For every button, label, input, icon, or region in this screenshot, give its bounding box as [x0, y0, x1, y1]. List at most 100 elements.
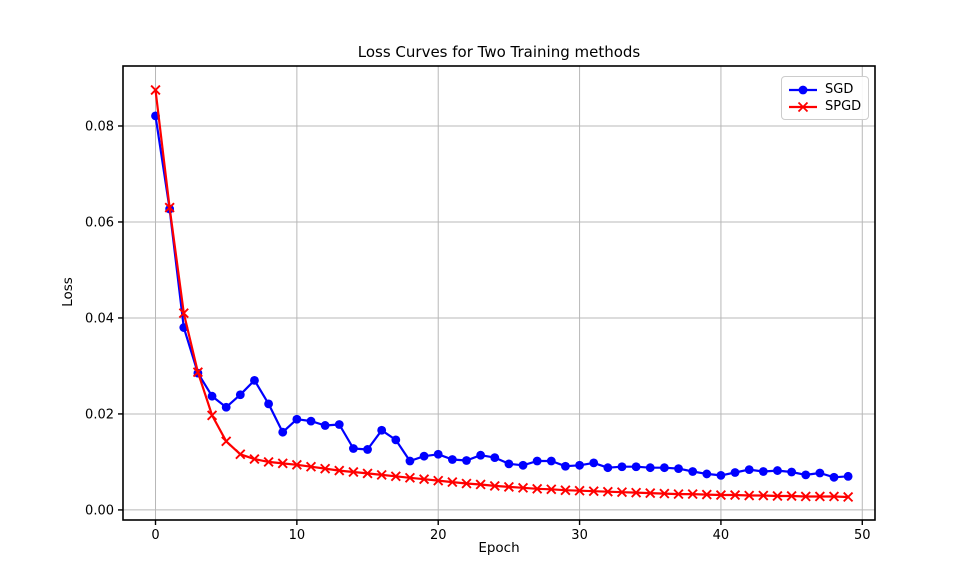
data-point-x	[687, 489, 698, 500]
data-point-x	[419, 474, 430, 485]
tick-marks	[118, 125, 863, 525]
legend-label-sgd: SGD	[825, 81, 854, 97]
data-point-circle	[758, 467, 768, 476]
data-point-circle	[787, 467, 797, 477]
data-point-x	[277, 458, 288, 469]
data-point-circle	[702, 469, 712, 479]
sgd-line-circle-marker-icon	[789, 85, 817, 94]
data-point-circle	[306, 416, 316, 426]
data-point-circle	[504, 459, 514, 469]
data-point-circle	[617, 462, 627, 472]
data-point-x	[532, 483, 543, 494]
data-point-x	[334, 465, 345, 476]
data-point-circle	[603, 463, 613, 473]
data-point-circle	[334, 420, 344, 429]
data-point-x	[631, 487, 642, 498]
tick-labels: 0 10 20 30 40 50 0.00 0.02 0.04 0.06 0.08	[85, 119, 871, 543]
x-tick-label: 20	[430, 528, 447, 543]
data-point-x	[800, 491, 811, 502]
data-point-circle	[561, 461, 570, 471]
legend-label-spgd: SPGD	[825, 98, 862, 114]
data-point-circle	[688, 467, 698, 476]
data-point-x	[758, 490, 769, 501]
y-tick-label: 0.00	[85, 503, 114, 518]
data-point-x	[221, 436, 232, 447]
data-point-circle	[575, 460, 584, 470]
data-point-circle	[447, 455, 457, 464]
data-point-circle	[546, 456, 556, 466]
data-point-x	[715, 489, 726, 501]
x-tick-label: 10	[289, 528, 306, 543]
data-point-circle	[349, 444, 358, 453]
data-point-circle	[476, 450, 486, 460]
data-point-circle	[490, 453, 500, 463]
data-point-x	[517, 482, 529, 493]
data-point-x	[249, 453, 260, 465]
data-point-x	[206, 410, 218, 421]
data-point-x	[786, 490, 797, 502]
data-point-circle	[801, 470, 811, 480]
data-point-circle	[377, 425, 387, 435]
data-point-circle	[433, 449, 443, 459]
data-point-circle	[730, 468, 740, 477]
data-point-x	[376, 469, 387, 480]
data-point-circle	[589, 458, 599, 468]
data-point-x	[843, 491, 854, 503]
grid	[123, 66, 875, 520]
x-tick-label: 40	[713, 528, 730, 543]
data-point-x	[348, 466, 359, 478]
data-point-circle	[815, 468, 825, 478]
data-point-x	[461, 478, 472, 489]
data-point-x	[433, 475, 444, 486]
data-point-x	[178, 308, 189, 319]
legend-entry-sgd: SGD	[788, 81, 862, 98]
spgd-series	[150, 84, 854, 503]
y-tick-label: 0.02	[85, 407, 114, 422]
data-point-circle	[829, 472, 839, 482]
data-point-x	[447, 477, 458, 488]
data-point-x	[475, 479, 486, 490]
data-point-x	[645, 488, 656, 499]
chart-title: Loss Curves for Two Training methods	[357, 43, 641, 61]
data-point-x	[814, 491, 825, 502]
data-point-x	[673, 489, 684, 500]
data-point-circle	[645, 463, 655, 473]
axes-spines	[122, 65, 876, 521]
data-point-x	[291, 459, 302, 470]
data-point-circle	[419, 451, 429, 461]
data-point-x	[560, 485, 571, 496]
data-point-circle	[278, 427, 288, 437]
data-point-x	[744, 490, 755, 501]
data-point-circle	[518, 460, 528, 470]
data-point-x	[320, 463, 331, 474]
data-point-x	[489, 480, 500, 491]
data-point-circle	[221, 402, 231, 412]
data-point-circle	[674, 464, 683, 474]
data-point-x	[362, 468, 373, 479]
data-point-x	[546, 484, 557, 495]
y-tick-label: 0.08	[85, 119, 114, 134]
data-point-x	[235, 449, 246, 460]
data-point-circle	[363, 445, 372, 454]
data-point-circle	[250, 375, 259, 385]
y-tick-label: 0.06	[85, 215, 114, 230]
data-point-circle	[716, 470, 726, 480]
data-point-x	[616, 487, 628, 498]
data-point-x	[602, 486, 613, 497]
data-point-circle	[235, 390, 245, 400]
legend: SGD SPGD	[781, 76, 869, 120]
data-point-x	[588, 486, 599, 497]
data-point-x	[150, 84, 161, 96]
data-point-circle	[207, 391, 217, 401]
data-point-x	[503, 481, 514, 492]
data-point-x	[828, 491, 840, 502]
data-point-circle	[773, 466, 782, 475]
data-point-x	[701, 489, 712, 500]
spgd-line-x-marker-icon	[789, 101, 817, 112]
data-point-circle	[462, 456, 471, 465]
data-point-x	[305, 461, 317, 472]
y-tick-label: 0.04	[85, 311, 114, 326]
data-point-x	[772, 490, 783, 502]
